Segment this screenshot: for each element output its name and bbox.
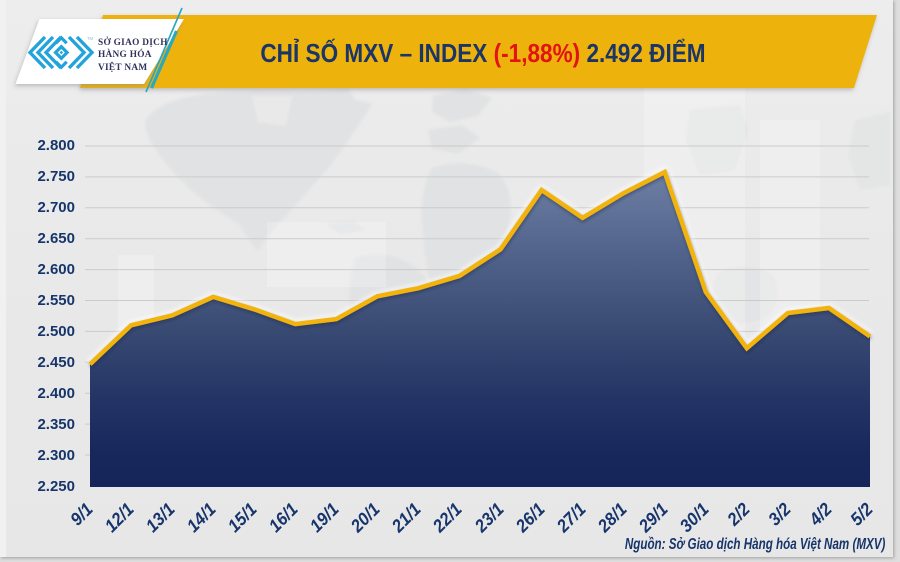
svg-text:TM: TM (87, 36, 94, 41)
